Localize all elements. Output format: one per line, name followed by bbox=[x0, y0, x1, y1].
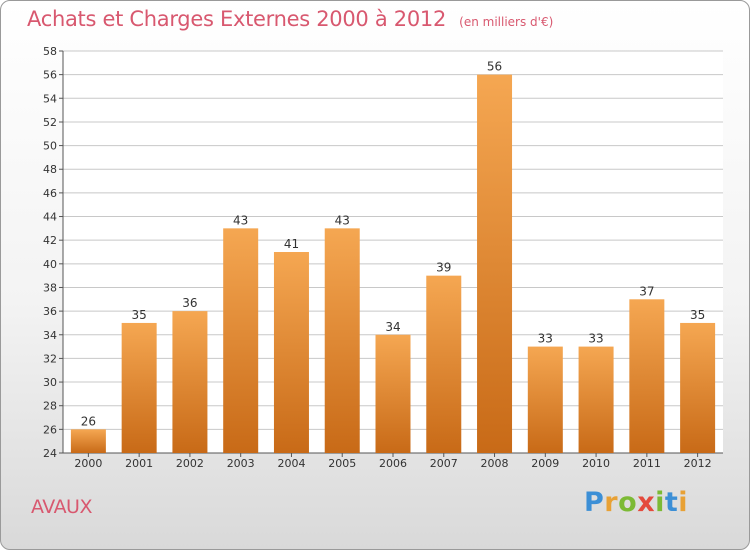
chart-unit-note: (en milliers d'€) bbox=[459, 15, 554, 29]
x-tick-label: 2012 bbox=[684, 457, 712, 470]
data-label: 35 bbox=[690, 308, 705, 322]
bar bbox=[680, 322, 716, 453]
chart-title: Achats et Charges Externes 2000 à 2012 bbox=[27, 7, 447, 31]
data-label: 26 bbox=[81, 414, 96, 428]
chart-header: Achats et Charges Externes 2000 à 2012 (… bbox=[27, 7, 553, 31]
data-label: 43 bbox=[335, 213, 350, 227]
bar bbox=[375, 334, 411, 453]
data-label: 41 bbox=[284, 237, 299, 251]
bar bbox=[527, 346, 563, 453]
data-label: 33 bbox=[588, 332, 603, 346]
y-tick-label: 46 bbox=[43, 187, 57, 200]
bar bbox=[426, 275, 462, 453]
x-tick-label: 2002 bbox=[176, 457, 204, 470]
y-tick-label: 38 bbox=[43, 281, 57, 294]
x-tick-label: 2011 bbox=[633, 457, 661, 470]
y-tick-label: 26 bbox=[43, 423, 57, 436]
y-tick-label: 56 bbox=[43, 69, 57, 82]
commune-name: AVAUX bbox=[31, 496, 93, 518]
y-tick-label: 58 bbox=[43, 45, 57, 58]
data-label: 43 bbox=[233, 213, 248, 227]
bar bbox=[477, 74, 513, 453]
y-tick-label: 40 bbox=[43, 258, 57, 271]
x-tick-label: 2000 bbox=[74, 457, 102, 470]
data-label: 56 bbox=[487, 60, 502, 74]
x-tick-label: 2005 bbox=[328, 457, 356, 470]
y-tick-label: 54 bbox=[43, 92, 57, 105]
bar bbox=[223, 228, 259, 453]
bar bbox=[578, 346, 614, 453]
y-tick-label: 52 bbox=[43, 116, 57, 129]
bar bbox=[324, 228, 360, 453]
data-label: 36 bbox=[182, 296, 197, 310]
x-tick-label: 2006 bbox=[379, 457, 407, 470]
data-label: 34 bbox=[385, 320, 400, 334]
y-tick-label: 28 bbox=[43, 400, 57, 413]
data-label: 35 bbox=[132, 308, 147, 322]
y-tick-label: 34 bbox=[43, 329, 57, 342]
x-tick-label: 2009 bbox=[531, 457, 559, 470]
y-tick-label: 44 bbox=[43, 211, 57, 224]
y-tick-label: 36 bbox=[43, 305, 57, 318]
data-label: 39 bbox=[436, 261, 451, 275]
y-tick-label: 48 bbox=[43, 163, 57, 176]
y-tick-label: 30 bbox=[43, 376, 57, 389]
bar bbox=[121, 322, 157, 453]
bar bbox=[172, 311, 208, 453]
y-tick-label: 32 bbox=[43, 352, 57, 365]
x-tick-label: 2004 bbox=[277, 457, 305, 470]
x-tick-label: 2001 bbox=[125, 457, 153, 470]
x-tick-label: 2003 bbox=[227, 457, 255, 470]
bar bbox=[629, 299, 665, 453]
data-label: 33 bbox=[538, 332, 553, 346]
y-tick-label: 50 bbox=[43, 140, 57, 153]
y-tick-label: 42 bbox=[43, 234, 57, 247]
bar bbox=[70, 429, 106, 453]
proxiti-logo: Proxiti bbox=[584, 487, 689, 518]
y-tick-label: 24 bbox=[43, 447, 57, 460]
x-tick-label: 2010 bbox=[582, 457, 610, 470]
x-tick-label: 2007 bbox=[430, 457, 458, 470]
data-label: 37 bbox=[639, 284, 654, 298]
x-tick-label: 2008 bbox=[481, 457, 509, 470]
bar bbox=[273, 252, 309, 453]
